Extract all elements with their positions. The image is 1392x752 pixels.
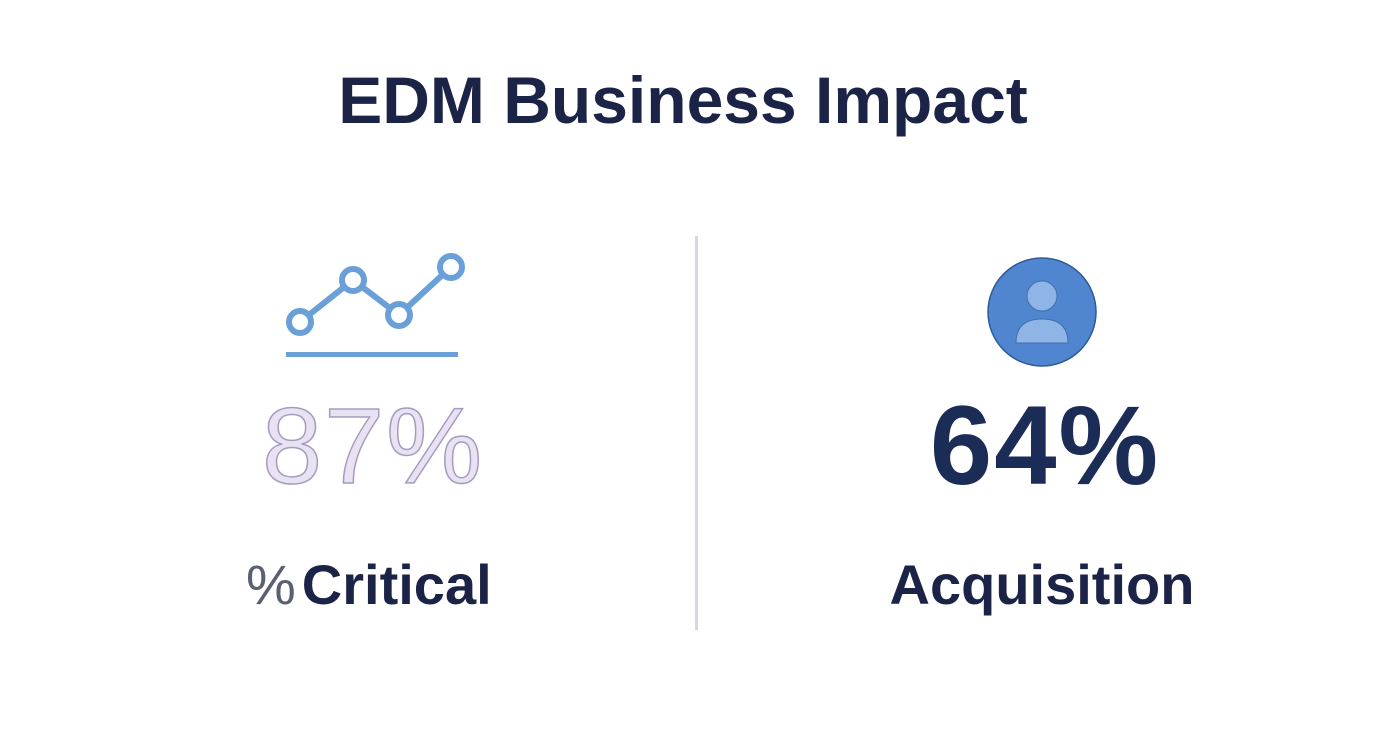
critical-label-text: Critical bbox=[301, 553, 492, 616]
page-title: EDM Business Impact bbox=[338, 63, 1028, 137]
acquisition-stat-label: Acquisition bbox=[889, 553, 1195, 616]
percent-prefix: % bbox=[246, 553, 296, 616]
critical-stat-label: % Critical bbox=[246, 552, 492, 617]
divider bbox=[695, 236, 698, 630]
line-chart-icon bbox=[286, 253, 465, 357]
user-avatar-icon bbox=[987, 257, 1097, 367]
acquisition-stat-value: 64% bbox=[929, 383, 1161, 508]
critical-stat-value: 87% bbox=[261, 385, 485, 506]
